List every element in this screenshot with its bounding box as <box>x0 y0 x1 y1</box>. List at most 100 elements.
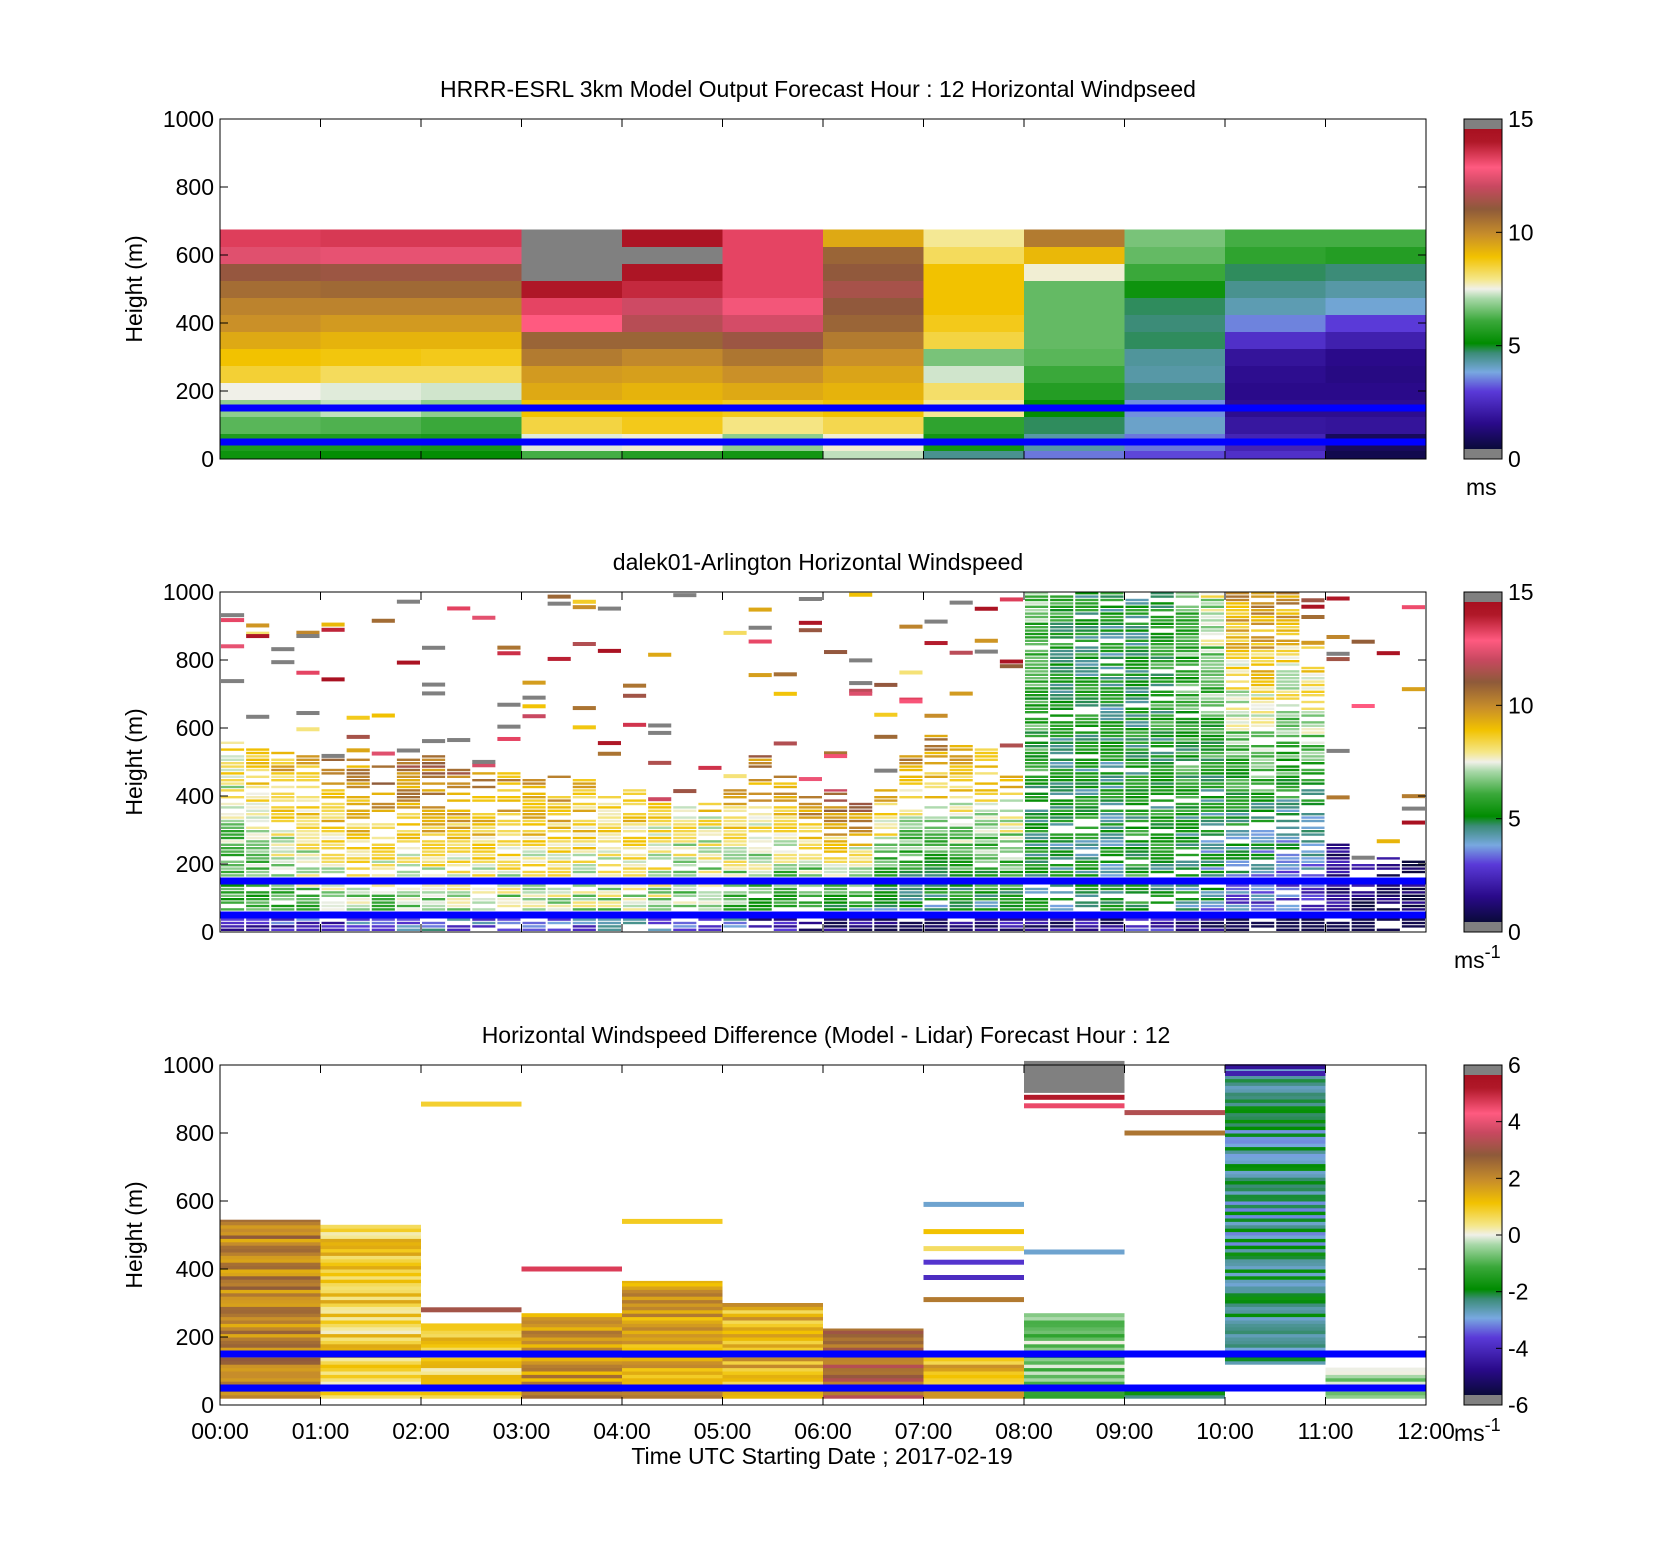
heatmap-cell <box>271 765 295 768</box>
heatmap-cell <box>447 874 471 877</box>
heatmap-cell <box>220 263 321 281</box>
heatmap-cell <box>1125 755 1149 758</box>
heatmap-cell <box>722 1367 823 1372</box>
heatmap-cell <box>346 898 370 901</box>
heatmap-cell <box>522 887 546 891</box>
heatmap-cell <box>421 1343 522 1348</box>
heatmap-cell <box>547 796 571 799</box>
heatmap-cell <box>1050 864 1074 867</box>
heatmap-cell <box>874 734 898 739</box>
heatmap-cell <box>874 908 898 911</box>
heatmap-cell <box>1175 928 1199 931</box>
heatmap-cell <box>1150 789 1174 792</box>
heatmap-cell <box>924 850 948 853</box>
heatmap-cell <box>748 864 772 867</box>
heatmap-cell <box>748 779 772 782</box>
heatmap-cell <box>1401 860 1425 863</box>
heatmap-cell <box>1225 1207 1326 1212</box>
heatmap-cell <box>371 925 395 928</box>
heatmap-cell <box>1175 690 1199 693</box>
heatmap-cell <box>1100 622 1124 625</box>
colorbar-under <box>1464 922 1502 932</box>
heatmap-cell <box>949 765 973 768</box>
heatmap-cell <box>422 904 446 908</box>
heatmap-cell <box>1125 687 1149 690</box>
heatmap-cell <box>1200 615 1224 619</box>
heatmap-cell <box>1150 592 1174 595</box>
heatmap-cell <box>1075 724 1099 727</box>
heatmap-cell <box>622 1309 723 1314</box>
heatmap-cell <box>1301 690 1325 693</box>
heatmap-cell <box>899 860 923 863</box>
heatmap-cell <box>673 894 697 897</box>
heatmap-cell <box>220 1241 321 1246</box>
heatmap-cell <box>1125 626 1149 629</box>
heatmap-cell <box>521 331 623 349</box>
heatmap-cell <box>673 826 697 829</box>
heatmap-cell <box>1050 687 1074 690</box>
heatmap-cell <box>221 806 245 809</box>
heatmap-cell <box>623 870 647 874</box>
heatmap-cell <box>874 901 898 904</box>
x-axis: 00:00 01:00 02:00 03:00 04:00 05:00 06:00 07:00… <box>191 1065 1455 1444</box>
heatmap-cell <box>220 1391 321 1396</box>
heatmap-cell <box>371 826 395 829</box>
heatmap-cell <box>422 894 446 897</box>
heatmap-cell <box>899 833 923 836</box>
heatmap-cell <box>1225 1160 1326 1165</box>
heatmap-cell <box>1075 758 1099 761</box>
heatmap-cell <box>1150 717 1174 721</box>
heatmap-cell <box>1075 891 1099 894</box>
heatmap-cell <box>1100 819 1124 823</box>
heatmap-cell <box>1025 847 1049 850</box>
heatmap-cell <box>999 864 1023 867</box>
heatmap-cell <box>1276 615 1300 619</box>
heatmap-cell <box>1124 280 1226 298</box>
heatmap-cell <box>673 593 697 598</box>
heatmap-cell <box>1325 1391 1426 1396</box>
heatmap-cell <box>1025 918 1049 921</box>
heatmap-cell <box>874 887 898 891</box>
x-tick-label: 03:00 <box>493 1418 551 1444</box>
heatmap-cell <box>1100 683 1124 687</box>
heatmap-cell <box>999 597 1023 602</box>
heatmap-cell <box>722 1381 823 1386</box>
heatmap-cell <box>698 860 722 863</box>
heatmap-cell <box>497 843 521 846</box>
heatmap-cell <box>1200 928 1224 931</box>
heatmap-cell <box>246 836 270 840</box>
heatmap-cell <box>1251 670 1275 673</box>
heatmap-cell <box>1025 755 1049 758</box>
heatmap-cell <box>1226 632 1250 636</box>
heatmap-cell <box>522 874 546 877</box>
heatmap-cell <box>1175 826 1199 829</box>
heatmap-cell <box>1225 1347 1326 1352</box>
heatmap-cell <box>999 857 1023 860</box>
heatmap-cell <box>271 830 295 833</box>
heatmap-cell <box>472 772 496 775</box>
heatmap-cell <box>422 857 446 860</box>
heatmap-cell <box>1025 898 1049 901</box>
heatmap-cell <box>321 901 345 904</box>
heatmap-cell <box>1025 925 1049 928</box>
heatmap-cell <box>572 853 596 857</box>
heatmap-cell <box>722 1326 823 1331</box>
heatmap-cell <box>320 1272 421 1277</box>
heatmap-cell <box>1025 870 1049 874</box>
heatmap-cell <box>1326 795 1350 800</box>
heatmap-cell <box>1175 768 1199 772</box>
heatmap-cell <box>422 809 446 812</box>
heatmap-cell <box>1025 673 1049 676</box>
heatmap-cell <box>1050 891 1074 894</box>
heatmap-cell <box>1200 775 1224 778</box>
heatmap-cell <box>1301 714 1325 717</box>
heatmap-cell <box>346 830 370 833</box>
heatmap-cell <box>220 314 321 332</box>
heatmap-cell <box>823 280 924 298</box>
heatmap-cell <box>949 758 973 761</box>
heatmap-cell <box>1050 615 1074 619</box>
heatmap-cell <box>1226 663 1250 666</box>
heatmap-cell <box>396 792 420 795</box>
heatmap-cell <box>999 887 1023 891</box>
heatmap-cell <box>949 823 973 826</box>
